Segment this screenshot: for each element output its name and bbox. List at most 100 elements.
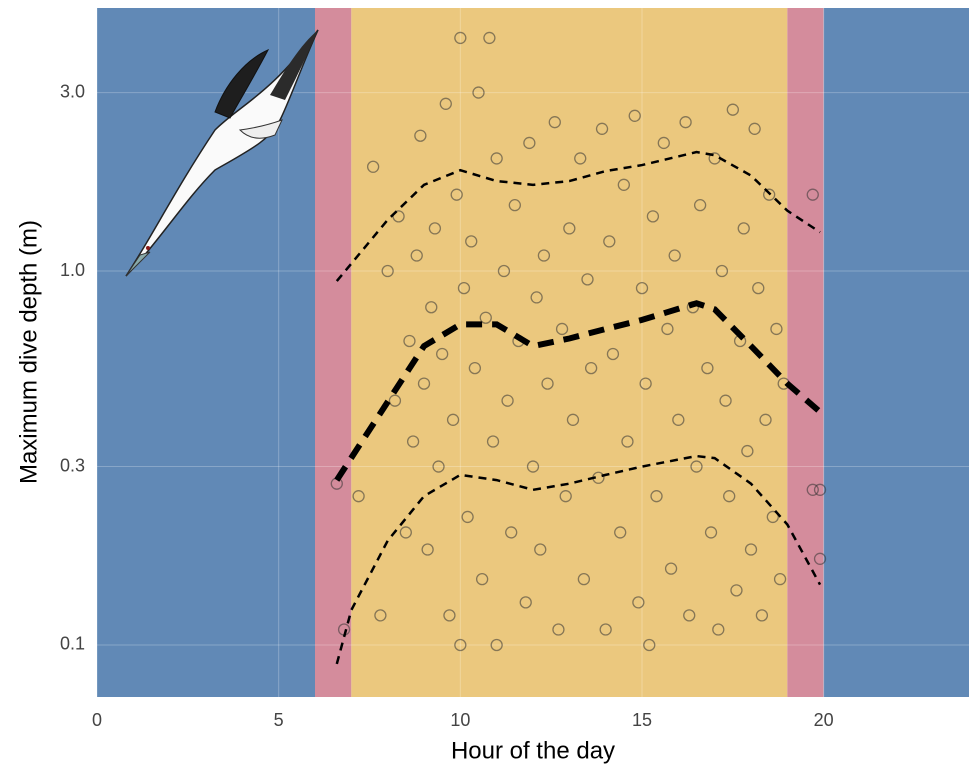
- data-point: [410, 249, 423, 262]
- data-point: [406, 435, 420, 448]
- data-point: [770, 322, 783, 336]
- data-point: [741, 444, 754, 458]
- x-tick-label: 20: [814, 710, 834, 730]
- data-point: [432, 460, 445, 473]
- data-point: [635, 281, 649, 295]
- data-point: [483, 31, 496, 45]
- data-point: [472, 86, 485, 99]
- data-point: [381, 264, 394, 278]
- data-point: [748, 122, 761, 135]
- data-point: [763, 188, 776, 201]
- x-tick-label: 15: [632, 710, 652, 730]
- data-point: [693, 199, 707, 212]
- data-point: [584, 361, 598, 375]
- x-tick-label: 5: [274, 710, 284, 730]
- data-point: [541, 377, 554, 390]
- data-point: [555, 322, 569, 336]
- data-point: [737, 222, 750, 235]
- data-point: [446, 413, 460, 426]
- data-point: [650, 490, 663, 503]
- data-point: [505, 526, 518, 539]
- time-band: [351, 8, 788, 697]
- data-point: [425, 301, 438, 314]
- data-point: [755, 609, 769, 622]
- data-point: [628, 109, 641, 122]
- data-point: [679, 116, 692, 129]
- data-point: [668, 249, 681, 262]
- data-point: [501, 394, 514, 407]
- data-point: [806, 188, 819, 201]
- data-point: [646, 210, 660, 223]
- data-point: [759, 413, 772, 426]
- data-point: [752, 281, 765, 295]
- data-point: [428, 222, 442, 235]
- data-point: [766, 510, 779, 524]
- y-tick-label: 0.3: [60, 455, 85, 475]
- y-tick-label: 3.0: [60, 81, 85, 101]
- data-point: [806, 483, 819, 496]
- data-point: [632, 596, 645, 609]
- data-point: [606, 347, 620, 361]
- data-point: [813, 483, 827, 496]
- data-point: [454, 31, 467, 45]
- data-point: [664, 562, 678, 575]
- data-point: [479, 311, 492, 324]
- data-point: [454, 638, 467, 652]
- data-point: [530, 291, 543, 304]
- data-point: [683, 609, 696, 622]
- data-point: [508, 199, 521, 212]
- data-point: [443, 609, 456, 622]
- data-point: [497, 264, 511, 278]
- data-point: [639, 377, 652, 390]
- data-point: [534, 543, 547, 556]
- x-tick-label: 10: [450, 710, 470, 730]
- gannet-illustration: [125, 29, 319, 277]
- data-point: [537, 249, 551, 262]
- data-point: [723, 490, 736, 503]
- data-point: [468, 361, 482, 375]
- time-band: [823, 8, 969, 697]
- data-point: [599, 623, 612, 636]
- data-point: [690, 460, 703, 473]
- quantile-line: [334, 300, 822, 482]
- data-point: [374, 609, 387, 622]
- data-point: [352, 490, 365, 503]
- quantile-line: [335, 454, 822, 665]
- data-point: [715, 264, 729, 278]
- data-point: [548, 116, 561, 129]
- quantile-line: [335, 150, 821, 282]
- data-point: [552, 623, 565, 636]
- time-band: [787, 8, 824, 697]
- data-point: [643, 638, 656, 652]
- data-point: [417, 377, 431, 390]
- data-point: [439, 97, 452, 110]
- data-point: [726, 103, 739, 116]
- data-point: [661, 322, 674, 336]
- data-point: [475, 572, 489, 586]
- data-point: [399, 526, 412, 539]
- data-point: [450, 188, 463, 201]
- data-point: [457, 281, 471, 295]
- data-point: [436, 347, 449, 361]
- data-point: [403, 334, 416, 348]
- data-point: [730, 584, 743, 597]
- data-point: [490, 152, 503, 165]
- data-point: [617, 178, 630, 191]
- data-point: [719, 394, 732, 407]
- data-point: [566, 413, 580, 426]
- x-tick-label: 0: [92, 710, 102, 730]
- data-point: [744, 543, 758, 556]
- data-point: [603, 235, 616, 248]
- data-point: [595, 122, 609, 135]
- y-tick-label: 0.1: [60, 634, 85, 654]
- data-point: [526, 460, 540, 473]
- data-point: [657, 136, 670, 150]
- data-point: [490, 638, 503, 652]
- data-point: [577, 572, 591, 586]
- data-point: [465, 235, 478, 248]
- data-point: [563, 222, 576, 235]
- data-point: [421, 543, 434, 556]
- data-point: [813, 552, 827, 565]
- data-point: [461, 510, 474, 524]
